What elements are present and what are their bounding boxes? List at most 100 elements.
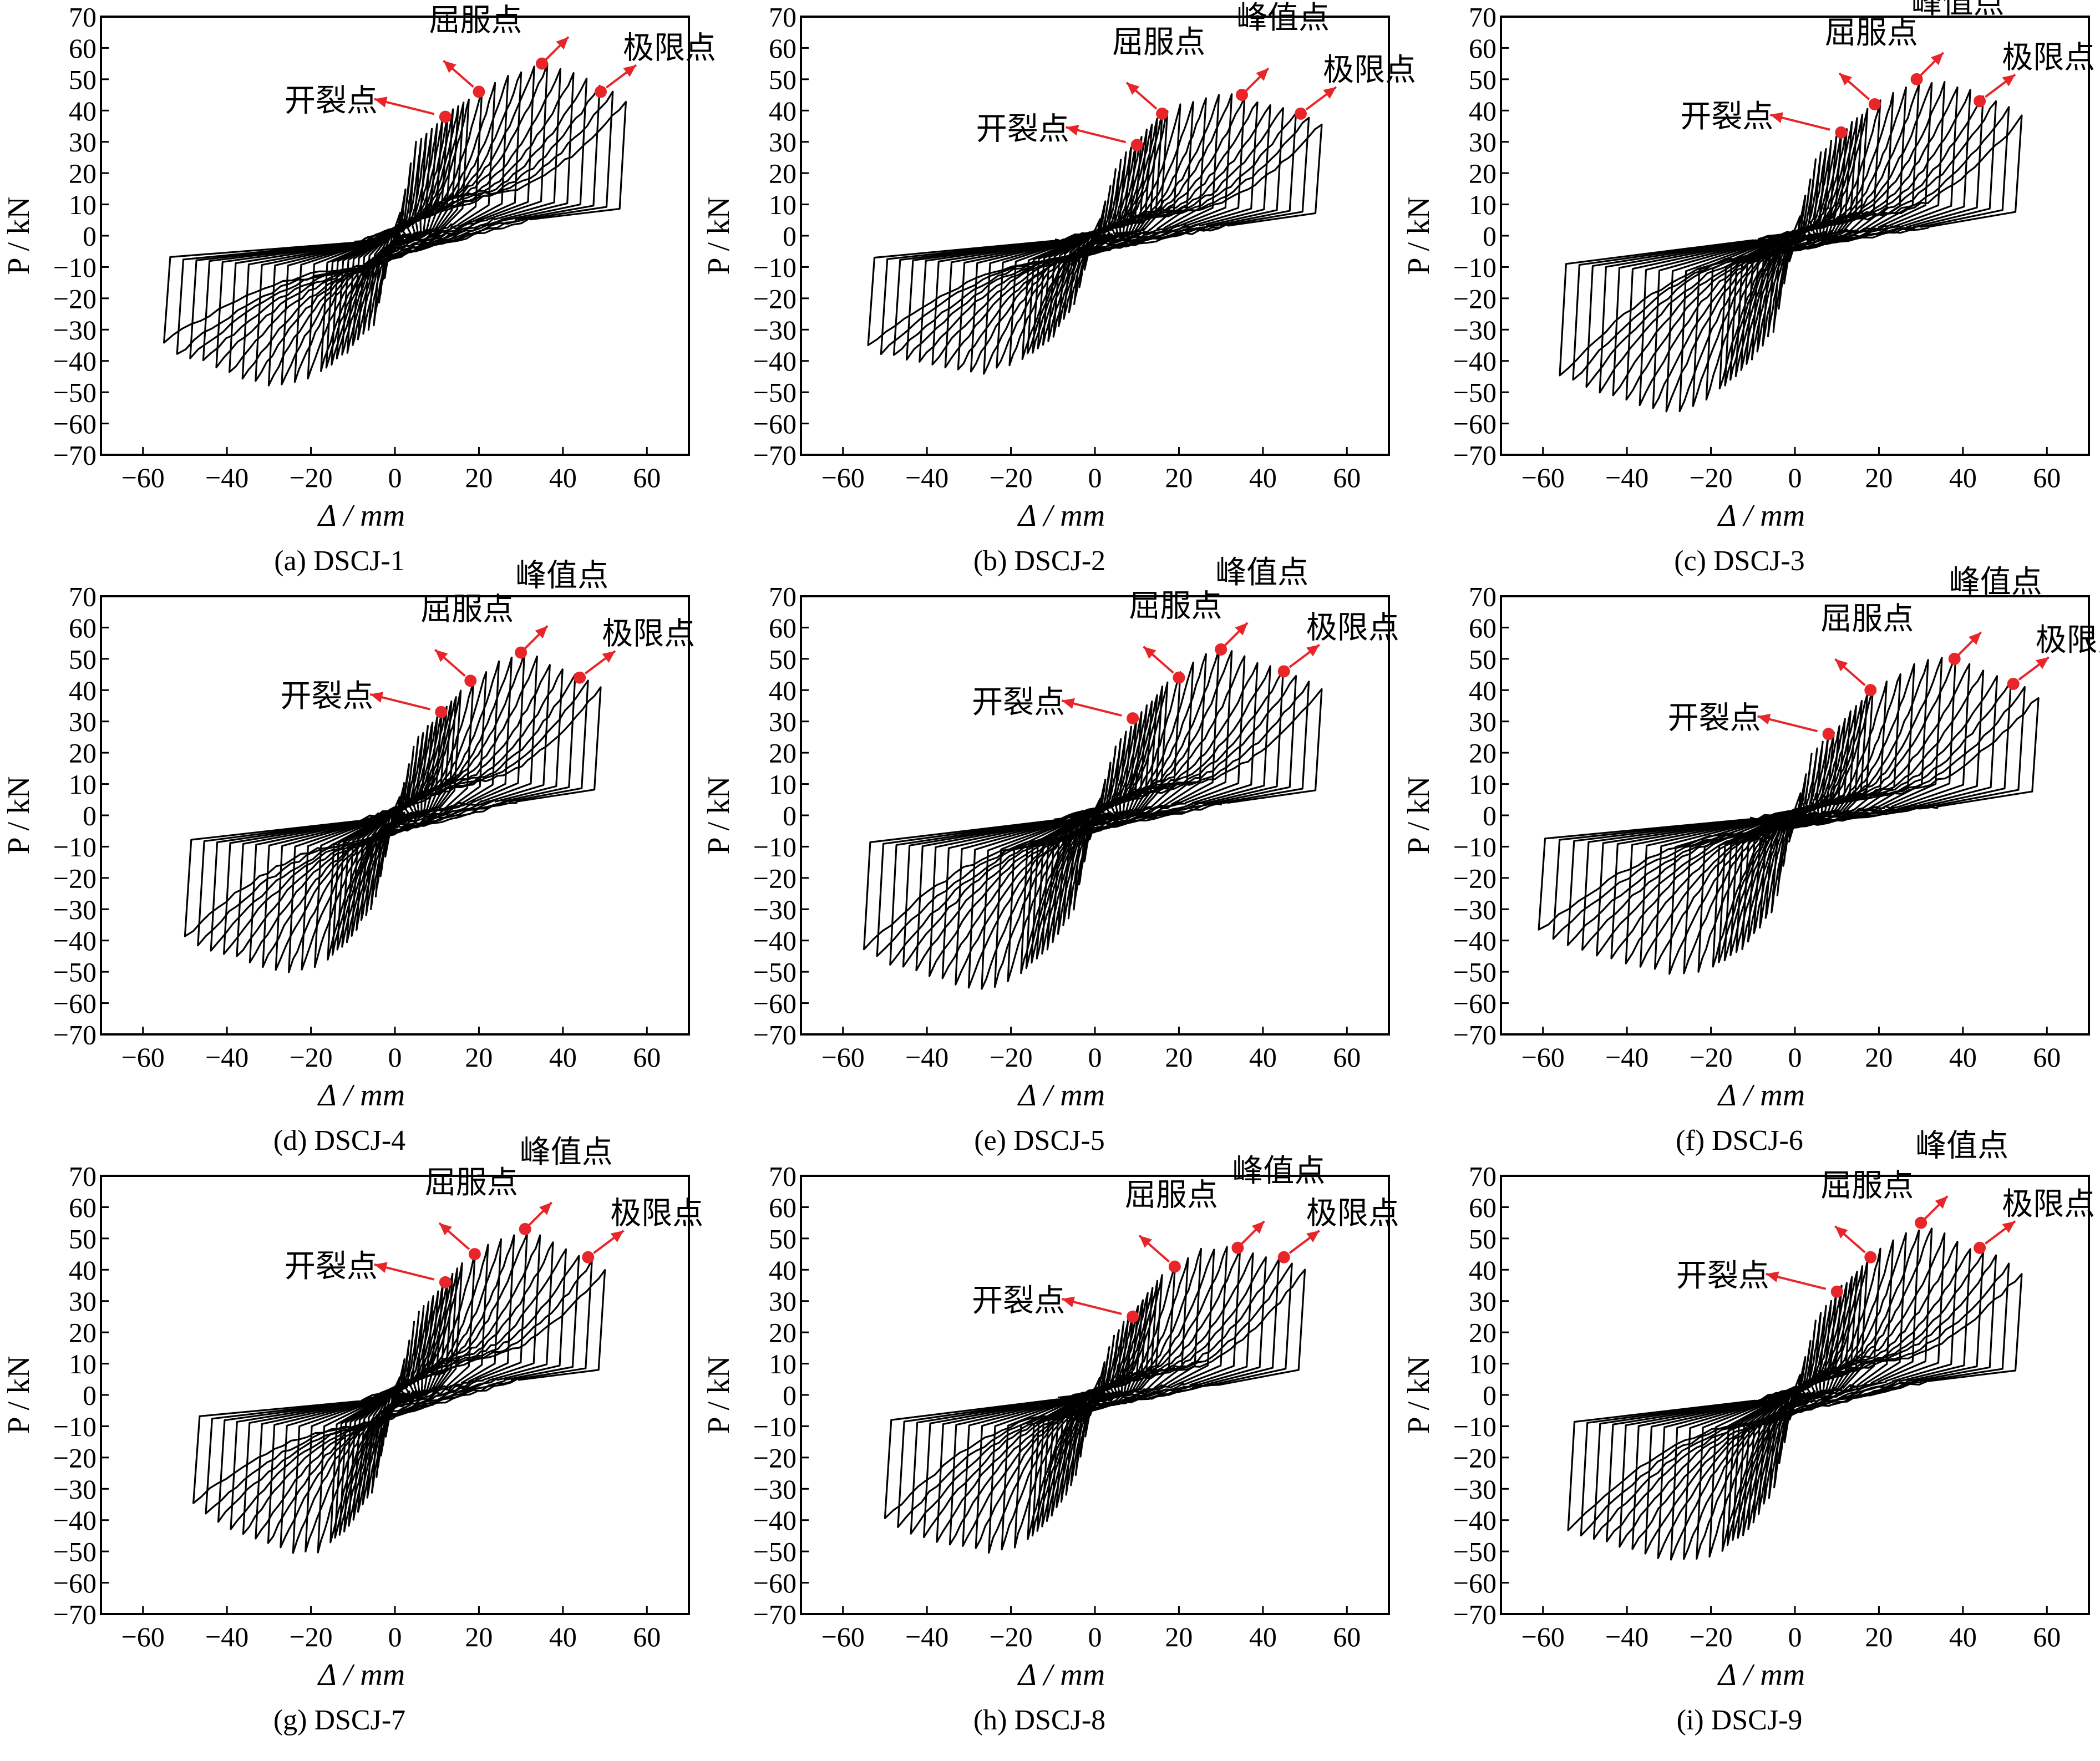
y-tick-label: −40 — [753, 346, 797, 377]
yield-arrowhead — [435, 649, 448, 662]
y-axis-label: P / kN — [702, 196, 736, 275]
y-tick-label: −70 — [53, 440, 97, 471]
yield-point-marker — [464, 674, 477, 687]
hysteresis-loop — [189, 85, 601, 359]
y-tick-label: 40 — [769, 1255, 797, 1286]
yield-arrowhead — [1127, 82, 1140, 95]
peak-point-marker — [1910, 73, 1923, 85]
x-axis-label: Δ / mm — [1717, 499, 1805, 533]
y-tick-label: −40 — [1453, 346, 1497, 377]
cracking-arrowhead — [1766, 1271, 1779, 1282]
chart-panel: 706050403020100−10−20−30−40−50−60−70−60−… — [1402, 1128, 2095, 1736]
cracking-point-marker — [1130, 139, 1143, 151]
y-tick-label: −60 — [53, 988, 97, 1019]
x-tick-label: −40 — [1605, 1621, 1648, 1652]
x-tick-label: −20 — [1689, 1042, 1732, 1073]
y-tick-label: 40 — [769, 675, 797, 706]
x-tick-label: −40 — [1605, 1042, 1648, 1073]
y-tick-label: 0 — [1483, 221, 1497, 252]
cracking-point-label: 开裂点 — [1680, 99, 1773, 135]
hysteresis-loops — [867, 93, 1323, 375]
panel-caption: (e) DSCJ-5 — [974, 1125, 1104, 1156]
x-tick-label: −60 — [121, 1621, 165, 1652]
y-tick-label: −40 — [753, 925, 797, 956]
x-tick-label: −20 — [1689, 462, 1732, 493]
chart-panel: 706050403020100−10−20−30−40−50−60−70−60−… — [1402, 0, 2095, 577]
x-tick-label: 40 — [549, 462, 577, 493]
y-tick-label: 40 — [769, 95, 797, 126]
ultimate-point-label: 极限点 — [1306, 610, 1399, 646]
y-tick-label: −30 — [1453, 314, 1497, 346]
yield-point-label: 屈服点 — [1820, 1168, 1914, 1204]
x-tick-label: 20 — [1865, 1621, 1893, 1652]
y-tick-label: 10 — [69, 1348, 97, 1379]
cracking-arrowhead — [1757, 713, 1771, 725]
ultimate-point-marker — [1295, 107, 1307, 120]
y-tick-label: 40 — [69, 95, 97, 126]
y-tick-label: −50 — [1453, 957, 1497, 988]
y-tick-label: 50 — [69, 64, 97, 95]
y-tick-label: −40 — [53, 346, 97, 377]
y-tick-label: 30 — [769, 706, 797, 737]
yield-arrowhead — [1139, 1235, 1152, 1248]
peak-arrowhead — [1251, 1221, 1265, 1234]
y-tick-label: −50 — [53, 957, 97, 988]
ultimate-point-marker — [1974, 95, 1986, 108]
peak-point-label: 峰值点 — [1236, 0, 1330, 36]
y-tick-label: 40 — [1469, 1255, 1497, 1286]
x-tick-label: 0 — [388, 1621, 402, 1652]
x-tick-label: 60 — [633, 1042, 661, 1073]
cracking-point-marker — [1835, 126, 1848, 139]
y-tick-label: −60 — [1453, 408, 1497, 439]
cracking-point-marker — [435, 706, 448, 718]
peak-point-label: 峰值点 — [1215, 555, 1308, 591]
x-tick-label: 0 — [388, 462, 402, 493]
cracking-point-label: 开裂点 — [285, 1249, 378, 1285]
y-tick-label: −30 — [1453, 894, 1497, 925]
x-tick-label: 60 — [1333, 1042, 1361, 1073]
ultimate-point-marker — [2007, 678, 2020, 690]
hysteresis-loop — [184, 686, 602, 937]
peak-point-marker — [519, 1222, 531, 1235]
peak-point-label: 峰值点 — [1232, 1153, 1325, 1189]
x-tick-label: 0 — [1088, 462, 1102, 493]
x-tick-label: 20 — [465, 1621, 493, 1652]
y-tick-label: 10 — [769, 189, 797, 220]
panel-caption: (d) DSCJ-4 — [273, 1125, 405, 1156]
y-tick-label: −70 — [1453, 1599, 1497, 1630]
ultimate-point-marker — [1277, 665, 1290, 678]
x-tick-label: 20 — [465, 462, 493, 493]
hysteresis-loop — [217, 1255, 580, 1523]
y-tick-label: 20 — [1469, 158, 1497, 189]
peak-point-marker — [1948, 652, 1961, 665]
x-tick-label: 0 — [1088, 1042, 1102, 1073]
x-tick-label: 60 — [2033, 1621, 2061, 1652]
x-tick-label: 20 — [1165, 1621, 1193, 1652]
y-tick-label: −30 — [1453, 1474, 1497, 1505]
yield-arrowhead — [1143, 646, 1156, 659]
chart-panel: 706050403020100−10−20−30−40−50−60−70−60−… — [702, 555, 1399, 1156]
cracking-point-label: 开裂点 — [280, 678, 373, 714]
y-tick-label: −40 — [53, 925, 97, 956]
y-tick-label: 0 — [83, 221, 97, 252]
y-tick-label: −60 — [753, 988, 797, 1019]
y-tick-label: 50 — [1469, 64, 1497, 95]
ultimate-point-label: 极限点 — [1323, 52, 1416, 88]
y-tick-label: 40 — [1469, 95, 1497, 126]
y-tick-label: 30 — [1469, 126, 1497, 158]
y-tick-label: −10 — [753, 252, 797, 283]
y-tick-label: 20 — [69, 158, 97, 189]
y-tick-label: 70 — [1469, 2, 1497, 33]
y-tick-label: −10 — [1453, 252, 1497, 283]
y-tick-label: 70 — [69, 2, 97, 33]
y-tick-label: −10 — [53, 252, 97, 283]
hysteresis-loops — [863, 649, 1323, 990]
y-tick-label: −20 — [53, 862, 97, 894]
y-tick-label: −40 — [1453, 1505, 1497, 1536]
hysteresis-loop — [1572, 106, 2010, 381]
y-tick-label: 70 — [769, 1161, 797, 1192]
y-tick-label: −10 — [53, 831, 97, 862]
